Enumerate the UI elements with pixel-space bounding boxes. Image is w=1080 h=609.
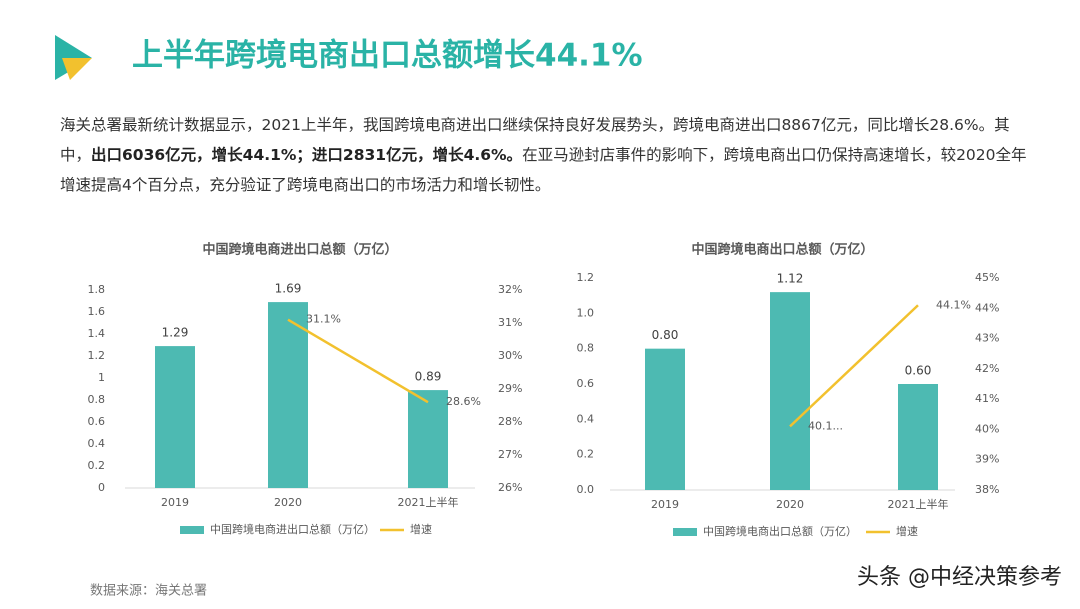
- bar-value-label: 0.89: [415, 370, 442, 384]
- bar: [408, 390, 448, 488]
- y2-tick-label: 29%: [498, 382, 522, 395]
- y-tick-label: 1.4: [88, 327, 106, 340]
- y2-tick-label: 44%: [975, 301, 999, 314]
- bar-value-label: 0.60: [905, 364, 932, 378]
- y2-tick-label: 31%: [498, 316, 522, 329]
- paragraph-segment: 海关总署最新统计数据显示，2021上半年，我国跨境电商进出口继续保持良好发展势头…: [60, 116, 1010, 164]
- y2-tick-label: 40%: [975, 422, 999, 435]
- y-tick-label: 1.8: [88, 283, 106, 296]
- chart-title: 中国跨境电商进出口总额（万亿）: [202, 242, 397, 258]
- paragraph: 海关总署最新统计数据显示，2021上半年，我国跨境电商进出口继续保持良好发展势头…: [60, 110, 1035, 200]
- line-value-label: 31.1%: [306, 313, 341, 326]
- growth-line: [789, 304, 919, 428]
- x-tick-label: 2021上半年: [888, 497, 949, 511]
- y2-tick-label: 43%: [975, 332, 999, 345]
- y2-tick-label: 32%: [498, 283, 522, 296]
- y2-tick-label: 45%: [975, 271, 999, 284]
- bar: [268, 302, 308, 488]
- paragraph-segment: 在亚马逊封店事件的影响下，跨境电商出口仍保持高速增长，较2020全年增速提高4个…: [60, 146, 1027, 194]
- y-tick-label: 0.2: [88, 459, 106, 472]
- y2-tick-label: 38%: [975, 483, 999, 496]
- legend-label: 中国跨境电商进出口总额（万亿）: [210, 522, 375, 536]
- legend-swatch: [180, 526, 204, 534]
- logo-accent: [62, 58, 92, 80]
- logo: [55, 35, 92, 80]
- paragraph-segment: 出口6036亿元，增长44.1%；进口2831亿元，增长4.6%。: [91, 146, 523, 164]
- y-tick-label: 1.6: [88, 305, 106, 318]
- y-tick-label: 0.2: [577, 448, 595, 461]
- y-tick-label: 1.2: [88, 349, 106, 362]
- y-tick-label: 0.8: [88, 393, 106, 406]
- bar-value-label: 0.80: [652, 328, 679, 342]
- line-value-label: 40.1...: [808, 419, 843, 432]
- bar: [155, 346, 195, 488]
- y-tick-label: 0.4: [88, 437, 106, 450]
- y2-tick-label: 39%: [975, 453, 999, 466]
- x-tick-label: 2019: [161, 496, 189, 509]
- line-value-label: 44.1%: [936, 298, 971, 311]
- y2-tick-label: 42%: [975, 362, 999, 375]
- x-tick-label: 2021上半年: [398, 495, 459, 509]
- y-tick-label: 0.6: [577, 377, 595, 390]
- y2-tick-label: 28%: [498, 415, 522, 428]
- slide-title: 上半年跨境电商出口总额增长44.1%: [132, 38, 643, 74]
- y-tick-label: 0.6: [88, 415, 106, 428]
- y-tick-label: 1.0: [577, 306, 595, 319]
- y-tick-label: 1.2: [577, 271, 595, 284]
- y2-tick-label: 27%: [498, 448, 522, 461]
- x-tick-label: 2020: [776, 498, 804, 511]
- legend-label: 中国跨境电商出口总额（万亿）: [703, 524, 857, 538]
- growth-line: [287, 318, 429, 404]
- y-tick-label: 0.0: [577, 483, 595, 496]
- watermark: 头条 @中经决策参考: [857, 565, 1062, 590]
- bar-value-label: 1.12: [777, 272, 804, 286]
- x-tick-label: 2020: [274, 496, 302, 509]
- y-tick-label: 1: [98, 371, 105, 384]
- x-tick-label: 2019: [651, 498, 679, 511]
- bar: [898, 384, 938, 490]
- y-tick-label: 0.4: [577, 412, 595, 425]
- chart-title: 中国跨境电商出口总额（万亿）: [691, 242, 873, 258]
- line-value-label: 28.6%: [446, 395, 481, 408]
- bar-value-label: 1.69: [275, 282, 302, 296]
- bar: [770, 292, 810, 490]
- legend-swatch: [673, 528, 697, 536]
- source: 数据来源：海关总署: [90, 584, 207, 599]
- legend-label: 增速: [410, 522, 432, 536]
- bar-value-label: 1.29: [162, 326, 189, 340]
- y-tick-label: 0.8: [577, 342, 595, 355]
- y2-tick-label: 26%: [498, 481, 522, 494]
- bar: [645, 348, 685, 490]
- y2-tick-label: 41%: [975, 392, 999, 405]
- legend-label: 增速: [896, 524, 918, 538]
- y2-tick-label: 30%: [498, 349, 522, 362]
- y-tick-label: 0: [98, 481, 105, 494]
